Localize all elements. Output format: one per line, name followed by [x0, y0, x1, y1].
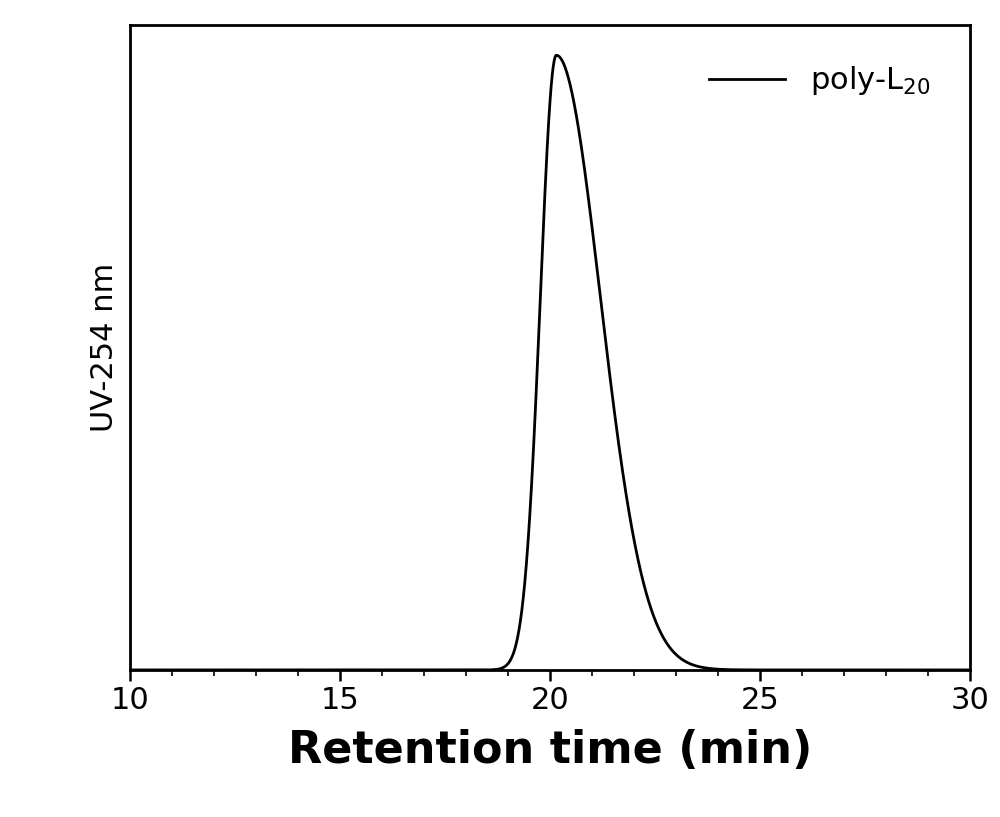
poly-L$_{20}$ — [124, 665, 136, 675]
poly-L$_{20}$ — [446, 665, 458, 675]
Y-axis label: UV-254 nm: UV-254 nm — [90, 262, 119, 432]
poly-L$_{20}$ — [483, 665, 495, 675]
poly-L$_{20}$ — [948, 665, 960, 675]
Line: poly-L$_{20}$: poly-L$_{20}$ — [130, 56, 970, 670]
poly-L$_{20}$ — [550, 51, 562, 60]
X-axis label: Retention time (min): Retention time (min) — [288, 729, 812, 772]
poly-L$_{20}$ — [270, 665, 282, 675]
poly-L$_{20}$ — [220, 665, 232, 675]
Legend: poly-L$_{20}$: poly-L$_{20}$ — [684, 40, 955, 122]
poly-L$_{20}$ — [964, 665, 976, 675]
poly-L$_{20}$ — [857, 665, 869, 675]
